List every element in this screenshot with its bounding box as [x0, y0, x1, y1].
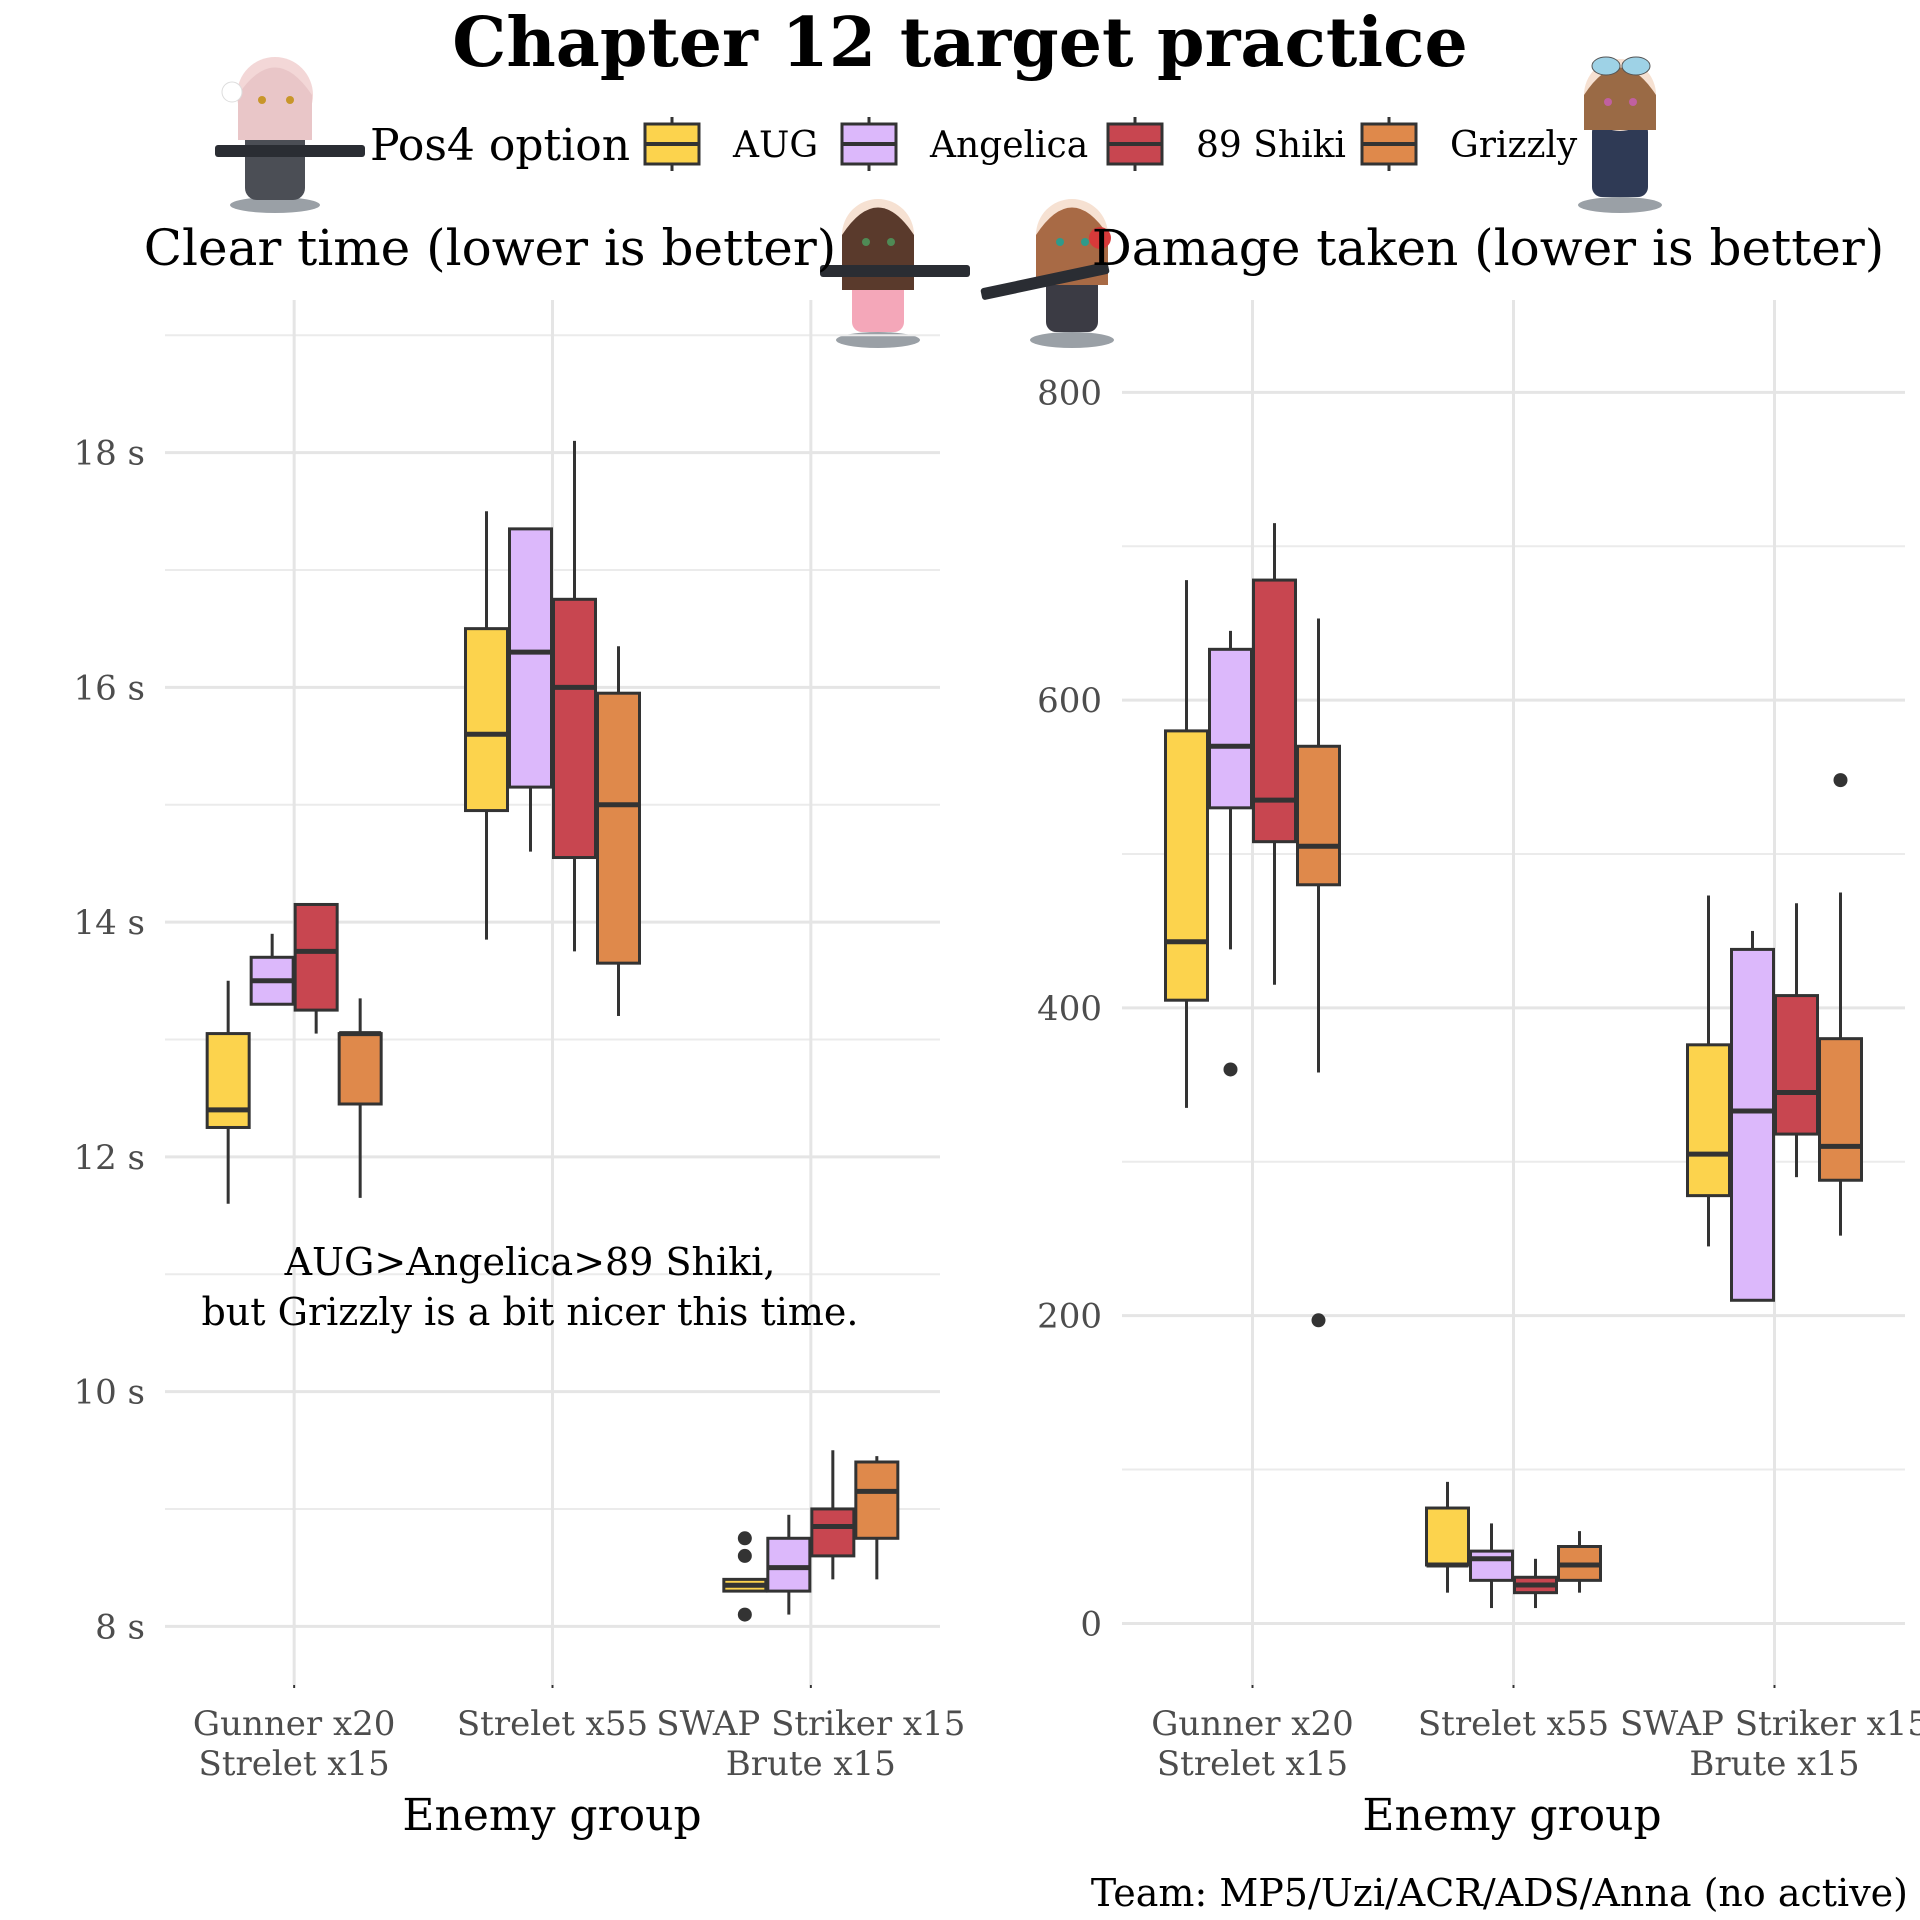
box-angelica-2 [1730, 930, 1775, 1302]
box-body [1425, 1506, 1470, 1567]
outlier-point [1833, 773, 1848, 788]
y-tick-label: 10 s [73, 1373, 145, 1413]
legend-key-0 [643, 117, 701, 171]
box-grizzly-0 [1296, 618, 1341, 1328]
legend-label-3: Grizzly [1450, 125, 1578, 166]
box-body [1818, 1037, 1863, 1182]
caption: Team: MP5/Uzi/ACR/ADS/Anna (no active) [1091, 1871, 1908, 1915]
box-body [1208, 647, 1253, 810]
box-89-shiki-2 [810, 1450, 856, 1580]
box-body [464, 627, 509, 813]
box-grizzly-2 [1818, 773, 1863, 1236]
legend-label-2: 89 Shiki [1196, 125, 1346, 166]
character-illustration-right [1578, 56, 1662, 213]
box-angelica-1 [1469, 1523, 1514, 1609]
box-aug-0 [205, 980, 251, 1204]
box-89-shiki-2 [1774, 903, 1819, 1178]
legend-key-1 [840, 117, 898, 171]
legend-label-1: Angelica [929, 125, 1088, 166]
box-angelica-1 [508, 527, 553, 852]
box-body [552, 597, 597, 860]
character-illustration-center-right [980, 199, 1114, 348]
box-aug-1 [464, 511, 509, 940]
panel-title: Damage taken (lower is better) [1092, 219, 1885, 277]
chart-title: Chapter 12 target practice [452, 3, 1468, 83]
box-grizzly-0 [337, 998, 383, 1198]
y-tick-label: 600 [1037, 681, 1102, 721]
box-grizzly-2 [854, 1456, 900, 1580]
box-body [293, 902, 339, 1012]
y-tick-label: 8 s [95, 1607, 145, 1647]
box-body [766, 1536, 812, 1593]
character-illustration-left [215, 57, 365, 213]
panel-title: Clear time (lower is better) [144, 219, 837, 277]
box-body [1774, 994, 1819, 1136]
box-89-shiki-1 [552, 440, 597, 952]
x-tick-label: SWAP Striker x15 Brute x15 [656, 1704, 965, 1784]
panel-damage-taken: 0 200 400 600 800 Gunner x20 Strelet x15 Strele… [1037, 219, 1920, 1841]
y-tick-label: 12 s [73, 1138, 145, 1178]
box-aug-2 [1686, 895, 1731, 1247]
box-angelica-0 [249, 933, 295, 1006]
character-illustration-center-left [820, 199, 970, 348]
box-89-shiki-0 [293, 902, 339, 1034]
y-tick-label: 0 [1080, 1604, 1102, 1644]
legend: Pos4 option AUG Angelica 89 Shiki Grizzly [370, 117, 1578, 171]
box-body [854, 1460, 900, 1540]
box-body [1296, 744, 1341, 887]
x-tick-label: Gunner x20 Strelet x15 [1151, 1704, 1353, 1784]
box-angelica-2 [766, 1514, 812, 1615]
box-body [1164, 729, 1209, 1002]
box-body [1686, 1043, 1731, 1198]
y-tick-label: 400 [1037, 989, 1102, 1029]
x-tick-label: SWAP Striker x15 Brute x15 [1620, 1704, 1920, 1784]
y-tick-label: 16 s [73, 668, 145, 708]
x-tick-label: Strelet x55 [1418, 1704, 1609, 1744]
y-tick-label: 200 [1037, 1297, 1102, 1337]
box-aug-1 [1425, 1481, 1470, 1593]
box-89-shiki-0 [1252, 523, 1297, 985]
box-grizzly-1 [1557, 1531, 1602, 1593]
panel-clear-time: 8 s 10 s 12 s 14 s 16 s 18 s AUG>Angelica>89 S… [73, 219, 965, 1841]
x-tick-label: Strelet x55 [457, 1704, 648, 1744]
outlier-point [737, 1548, 752, 1563]
box-body [1469, 1549, 1514, 1582]
legend-key-3 [1360, 117, 1418, 171]
box-body [810, 1507, 856, 1558]
outlier-point [1311, 1313, 1326, 1328]
x-axis-label: Enemy group [402, 1790, 701, 1841]
y-tick-label: 800 [1037, 373, 1102, 413]
y-tick-label: 18 s [73, 434, 145, 474]
box-angelica-0 [1208, 630, 1253, 1077]
chart-annotation: AUG>Angelica>89 Shiki, but Grizzly is a b… [201, 1240, 858, 1334]
box-aug-0 [1164, 580, 1209, 1108]
x-axis-label: Enemy group [1362, 1790, 1661, 1841]
outlier-point [1223, 1062, 1238, 1077]
outlier-point [737, 1531, 752, 1546]
box-grizzly-1 [596, 646, 641, 1016]
legend-key-2 [1106, 117, 1164, 171]
y-tick-label: 14 s [73, 903, 145, 943]
outlier-point [737, 1607, 752, 1622]
box-aug-2 [722, 1531, 768, 1622]
x-tick-label: Gunner x20 Strelet x15 [193, 1704, 395, 1784]
box-body [337, 1032, 383, 1106]
box-89-shiki-1 [1513, 1558, 1558, 1609]
legend-label-0: AUG [732, 125, 818, 166]
box-body [205, 1032, 251, 1129]
legend-title: Pos4 option [370, 120, 630, 171]
box-body [596, 691, 641, 965]
box-body [508, 527, 553, 789]
box-body [1730, 947, 1775, 1302]
